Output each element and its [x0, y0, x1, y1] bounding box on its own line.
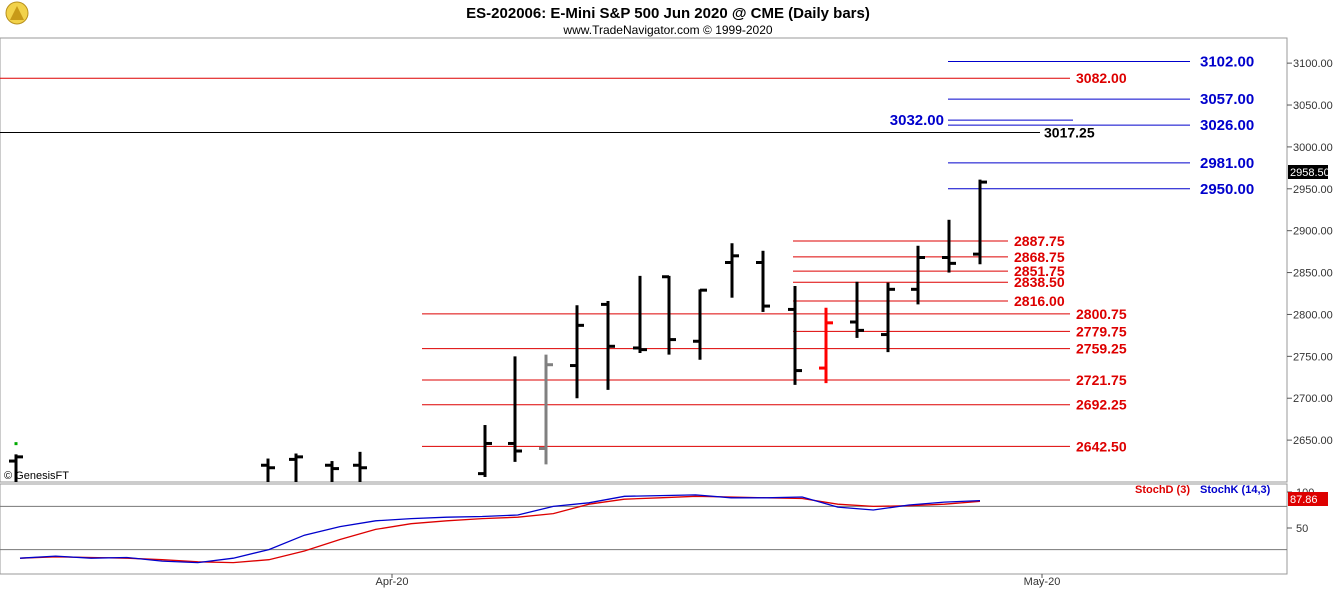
- price-panel-frame: [0, 37, 1288, 483]
- last-price-tag-bg: [1288, 165, 1328, 179]
- ohlc-bar: [756, 250, 770, 312]
- price-tick-label: 2750.00: [1293, 351, 1333, 363]
- level-label: 2981.00: [1200, 155, 1254, 172]
- price-tick-label: 2700.00: [1293, 393, 1333, 405]
- ohlc-bar: [478, 425, 492, 477]
- stochastic-panel: 10050: [0, 487, 1314, 564]
- ohlc-bar: [942, 219, 956, 273]
- level-label: 2851.75: [1014, 263, 1065, 279]
- ohlc-bar: [261, 458, 275, 482]
- ohlc-bar: [850, 281, 864, 338]
- stoch-d-legend: StochD (3): [1135, 484, 1190, 496]
- level-label: 2642.50: [1076, 438, 1127, 454]
- ohlc-bars: [9, 179, 987, 482]
- ohlc-bar: [289, 453, 303, 482]
- level-label: 2800.75: [1076, 306, 1127, 322]
- time-axis: Apr-20 May-20: [375, 574, 1060, 588]
- ohlc-bar: [819, 307, 833, 384]
- stoch-panel-frame: [0, 483, 1288, 575]
- level-label: 3102.00: [1200, 53, 1254, 70]
- ohlc-bar: [601, 301, 615, 390]
- level-label: 2816.00: [1014, 293, 1065, 309]
- price-tick-label: 2650.00: [1293, 435, 1333, 447]
- time-tick-label: May-20: [1024, 576, 1061, 588]
- ohlc-bar: [633, 275, 647, 353]
- watermark: © GenesisFT: [4, 470, 69, 482]
- chart-subtitle: www.TradeNavigator.com © 1999-2020: [562, 23, 772, 37]
- logo-icon: [5, 1, 29, 25]
- stoch-k-line: [19, 494, 981, 564]
- price-tick-label: 2900.00: [1293, 226, 1333, 238]
- price-axis: 2650.00 2700.00 2750.00 2800.00 2850.00 2900.…: [1287, 58, 1333, 447]
- stoch-last-tag: 87.86: [1290, 494, 1318, 506]
- level-lines: 3102.00 3082.00 3057.00 3032.00 3026.00 3017.…: [0, 53, 1254, 454]
- stoch-d-line: [19, 495, 981, 564]
- level-label: 2868.75: [1014, 249, 1065, 265]
- ohlc-bar: [570, 305, 584, 399]
- time-tick-label: Apr-20: [375, 576, 408, 588]
- level-label: 2692.25: [1076, 397, 1127, 413]
- ohlc-bar: [353, 451, 367, 482]
- level-label: 2887.75: [1014, 233, 1065, 249]
- ohlc-bar: [693, 288, 707, 360]
- level-label: 2950.00: [1200, 181, 1254, 198]
- last-price-tag: 2958.50: [1290, 167, 1330, 179]
- chart-title: ES-202006: E-Mini S&P 500 Jun 2020 @ CME…: [466, 5, 870, 22]
- price-tick-label: 2950.00: [1293, 184, 1333, 196]
- level-label: 3032.00: [890, 112, 944, 129]
- price-tick-label: 3000.00: [1293, 142, 1333, 154]
- ohlc-bar: [881, 282, 895, 353]
- ohlc-bar: [788, 285, 802, 385]
- level-label: 3082.00: [1076, 70, 1127, 86]
- ohlc-bar: [725, 243, 739, 298]
- level-label: 2838.50: [1014, 274, 1065, 290]
- level-label: 2759.25: [1076, 341, 1127, 357]
- stoch-last-tag-bg: [1288, 492, 1328, 506]
- ohlc-bar: [9, 454, 23, 482]
- price-tick-label: 2800.00: [1293, 309, 1333, 321]
- price-tick-label: 3100.00: [1293, 58, 1333, 70]
- level-label: 2721.75: [1076, 372, 1127, 388]
- stoch-tick-label: 50: [1296, 523, 1308, 535]
- level-label: 3017.25: [1044, 124, 1095, 140]
- price-tick-label: 3050.00: [1293, 100, 1333, 112]
- ohlc-bar: [973, 179, 987, 265]
- ohlc-bar: [911, 245, 925, 305]
- ohlc-bar: [662, 275, 676, 355]
- level-label: 3057.00: [1200, 91, 1254, 108]
- ohlc-bar: [325, 461, 339, 482]
- ohlc-bar: [539, 354, 553, 465]
- stoch-k-legend: StochK (14,3): [1200, 484, 1271, 496]
- ohlc-bar: [508, 356, 522, 462]
- level-label: 3026.00: [1200, 117, 1254, 134]
- level-label: 2779.75: [1076, 323, 1127, 339]
- price-tick-label: 2850.00: [1293, 268, 1333, 280]
